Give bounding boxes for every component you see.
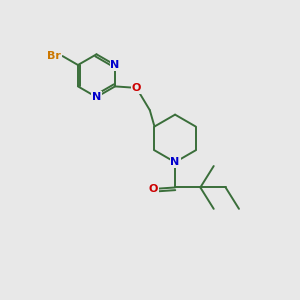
Text: N: N bbox=[110, 60, 120, 70]
Text: N: N bbox=[170, 157, 180, 167]
Text: O: O bbox=[149, 184, 158, 194]
Text: N: N bbox=[92, 92, 101, 102]
Text: O: O bbox=[132, 83, 141, 93]
Text: Br: Br bbox=[47, 51, 61, 61]
